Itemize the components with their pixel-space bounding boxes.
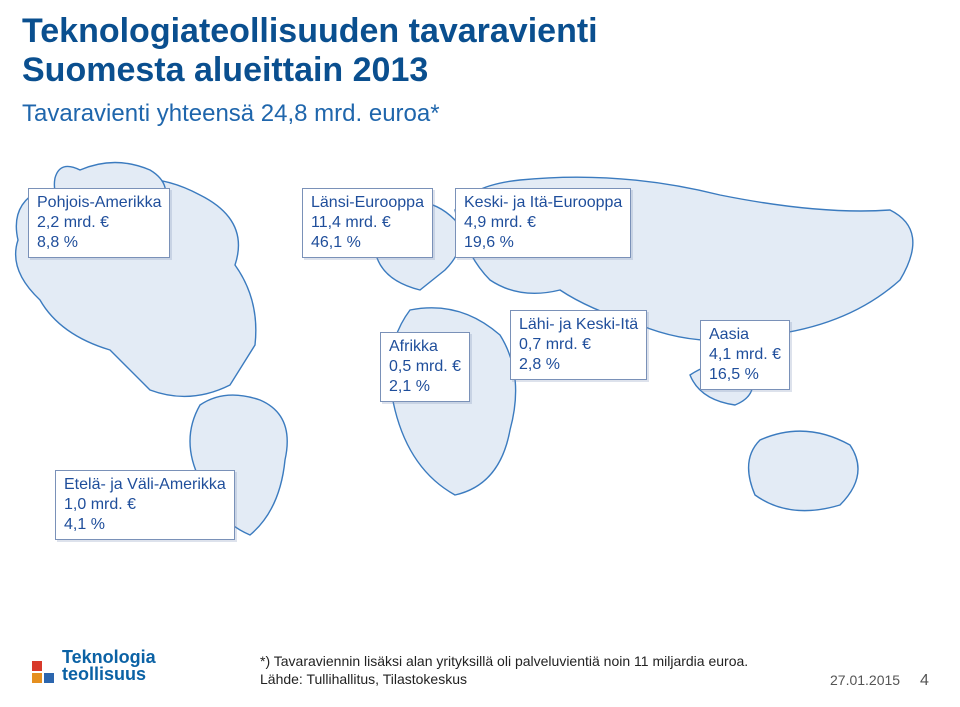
region-share: 2,8 % <box>519 355 638 375</box>
region-name: Lähi- ja Keski-Itä <box>519 315 638 335</box>
region-value: 1,0 mrd. € <box>64 495 226 515</box>
region-value: 4,9 mrd. € <box>464 213 622 233</box>
region-value: 11,4 mrd. € <box>311 213 424 233</box>
slide-title: Teknologiateollisuuden tavaravienti Suom… <box>22 12 598 90</box>
logo: Teknologia teollisuus <box>32 649 156 683</box>
region-label-cee: Keski- ja Itä-Eurooppa 4,9 mrd. € 19,6 % <box>455 188 631 258</box>
region-label-middle-east: Lähi- ja Keski-Itä 0,7 mrd. € 2,8 % <box>510 310 647 380</box>
slide-root: Teknologiateollisuuden tavaravienti Suom… <box>0 0 960 707</box>
region-value: 0,7 mrd. € <box>519 335 638 355</box>
title-line2: Suomesta alueittain 2013 <box>22 51 598 90</box>
footnote-line2: Lähde: Tullihallitus, Tilastokeskus <box>260 670 748 688</box>
slide-pagenum: 4 <box>920 672 929 690</box>
continent-australia <box>749 431 858 511</box>
region-label-asia: Aasia 4,1 mrd. € 16,5 % <box>700 320 790 390</box>
region-name: Afrikka <box>389 337 461 357</box>
logo-word2: teollisuus <box>62 666 156 683</box>
logo-squares-icon <box>32 661 54 683</box>
logo-text: Teknologia teollisuus <box>62 649 156 683</box>
region-share: 16,5 % <box>709 365 781 385</box>
region-share: 46,1 % <box>311 233 424 253</box>
region-share: 19,6 % <box>464 233 622 253</box>
region-value: 4,1 mrd. € <box>709 345 781 365</box>
title-line1: Teknologiateollisuuden tavaravienti <box>22 12 598 51</box>
region-name: Etelä- ja Väli-Amerikka <box>64 475 226 495</box>
slide-subtitle: Tavaravienti yhteensä 24,8 mrd. euroa* <box>22 100 440 128</box>
footnote-line1: *) Tavaraviennin lisäksi alan yrityksill… <box>260 652 748 670</box>
footnote: *) Tavaraviennin lisäksi alan yrityksill… <box>260 652 748 688</box>
region-name: Pohjois-Amerikka <box>37 193 161 213</box>
region-name: Aasia <box>709 325 781 345</box>
region-share: 4,1 % <box>64 515 226 535</box>
region-label-north-america: Pohjois-Amerikka 2,2 mrd. € 8,8 % <box>28 188 170 258</box>
region-value: 2,2 mrd. € <box>37 213 161 233</box>
region-share: 8,8 % <box>37 233 161 253</box>
slide-date: 27.01.2015 <box>830 672 900 688</box>
region-name: Keski- ja Itä-Eurooppa <box>464 193 622 213</box>
region-label-latam: Etelä- ja Väli-Amerikka 1,0 mrd. € 4,1 % <box>55 470 235 540</box>
region-name: Länsi-Eurooppa <box>311 193 424 213</box>
region-share: 2,1 % <box>389 377 461 397</box>
region-label-west-europe: Länsi-Eurooppa 11,4 mrd. € 46,1 % <box>302 188 433 258</box>
region-label-africa: Afrikka 0,5 mrd. € 2,1 % <box>380 332 470 402</box>
region-value: 0,5 mrd. € <box>389 357 461 377</box>
